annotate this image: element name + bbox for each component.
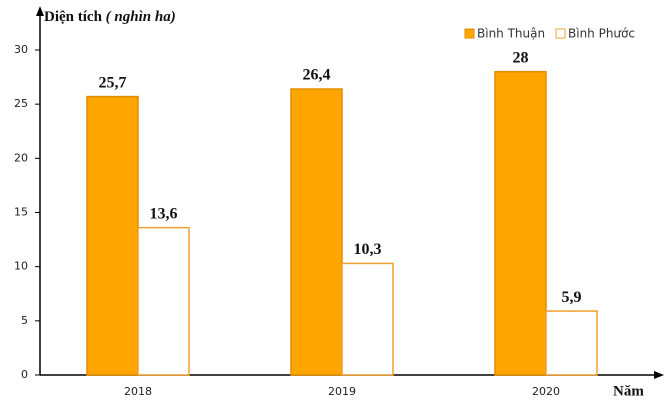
bar <box>86 95 139 376</box>
bar <box>290 88 343 376</box>
bar <box>137 226 190 376</box>
x-tick-label: 2018 <box>124 385 152 398</box>
legend-label: Bình Phước <box>568 27 635 41</box>
value-label: 26,4 <box>303 67 331 84</box>
y-tick-label: 25 <box>14 97 28 110</box>
y-tick-label: 15 <box>14 206 28 219</box>
y-tick-label: 5 <box>21 314 28 327</box>
y-tick-label: 0 <box>21 368 28 381</box>
y-axis-arrow <box>36 6 44 16</box>
bar <box>341 262 394 376</box>
x-axis-arrow <box>654 371 664 379</box>
value-label: 28 <box>513 49 529 66</box>
legend-swatch <box>555 28 566 39</box>
x-tick-label: 2019 <box>328 385 356 398</box>
value-label: 13,6 <box>150 205 178 222</box>
y-tick-label: 10 <box>14 260 28 273</box>
y-axis-title-unit: ( nghìn ha) <box>106 9 176 25</box>
legend-swatch <box>464 28 475 39</box>
value-label: 10,3 <box>354 241 382 258</box>
legend-label: Bình Thuận <box>477 27 545 41</box>
x-axis-title: Năm <box>613 383 644 399</box>
value-label: 5,9 <box>562 289 582 306</box>
x-tick-label: 2020 <box>532 385 560 398</box>
value-label: 25,7 <box>99 74 127 91</box>
y-axis-title-main: Diện tích <box>44 9 103 25</box>
y-tick-label: 20 <box>14 151 28 164</box>
bar <box>494 70 547 376</box>
y-axis-title: Diện tích ( nghìn ha) <box>44 9 176 25</box>
y-tick-label: 30 <box>14 43 28 56</box>
bar <box>545 310 598 376</box>
